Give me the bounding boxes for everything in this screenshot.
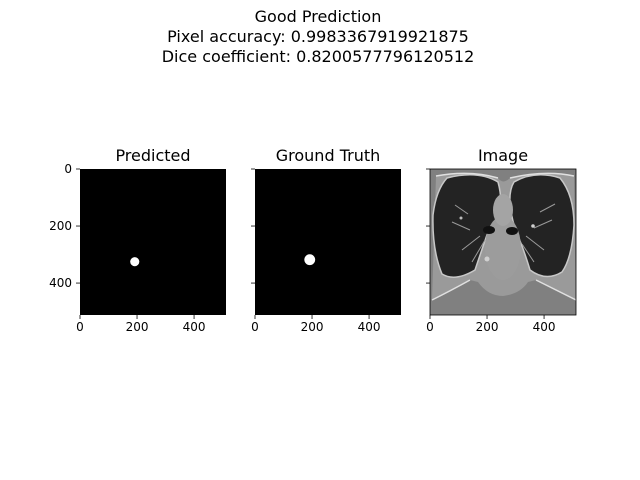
y-tick-label: 400 xyxy=(49,276,72,290)
figure-title-line: Dice coefficient: 0.8200577796120512 xyxy=(161,47,475,66)
figure-title-line: Pixel accuracy: 0.9983367919921875 xyxy=(167,27,469,46)
x-tick-label: 400 xyxy=(358,320,381,334)
x-tick-label: 0 xyxy=(426,320,434,334)
panel-image: Image xyxy=(429,146,577,316)
figure-title: Good Prediction Pixel accuracy: 0.998336… xyxy=(0,7,636,67)
panel-title-ground-truth: Ground Truth xyxy=(276,146,381,165)
ct-image xyxy=(430,169,576,315)
x-tick-label: 400 xyxy=(183,320,206,334)
x-tick-label: 0 xyxy=(251,320,259,334)
y-tick-label: 0 xyxy=(64,162,72,176)
panel-predicted: Predicted xyxy=(80,146,226,315)
x-tick-label: 400 xyxy=(533,320,556,334)
x-tick-label: 0 xyxy=(76,320,84,334)
x-tick-label: 200 xyxy=(301,320,324,334)
ground-truth-mask-image xyxy=(255,169,401,315)
predicted-mask-image xyxy=(80,169,226,315)
panel-ground-truth: Ground Truth xyxy=(255,146,401,315)
x-tick-label: 200 xyxy=(126,320,149,334)
figure-title-line: Good Prediction xyxy=(254,7,382,26)
panel-title-predicted: Predicted xyxy=(115,146,190,165)
x-tick-label: 200 xyxy=(476,320,499,334)
y-tick-label: 200 xyxy=(49,219,72,233)
predicted-blob xyxy=(130,257,140,267)
panel-title-image: Image xyxy=(478,146,528,165)
ground-truth-blob xyxy=(304,254,316,266)
